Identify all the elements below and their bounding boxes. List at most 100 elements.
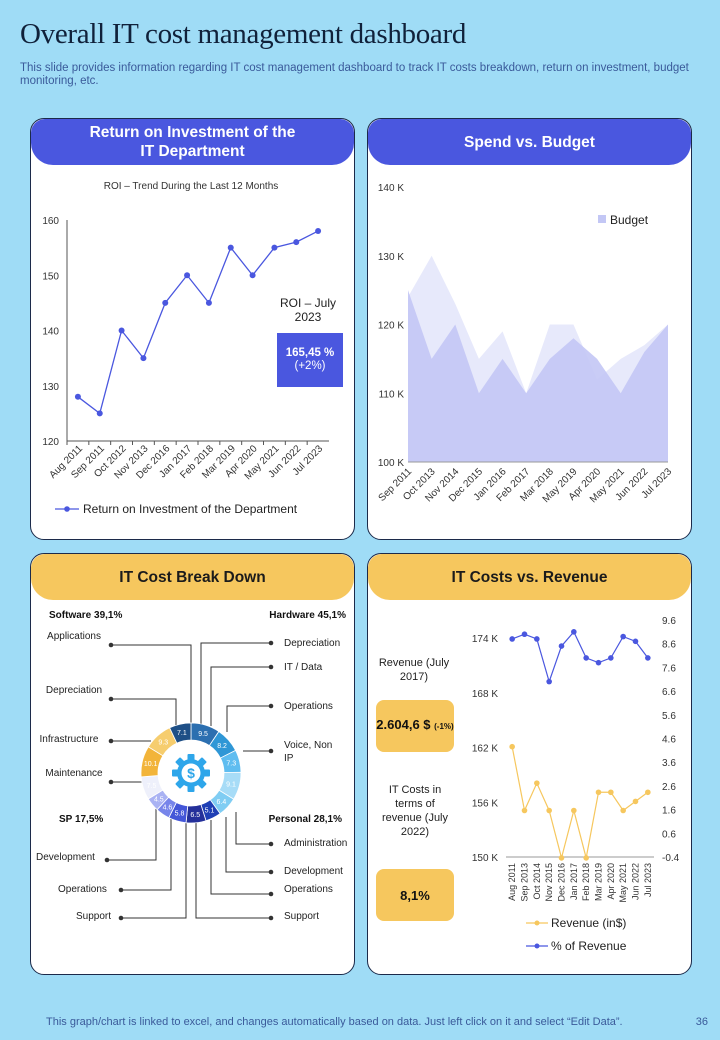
spend-y-tick: 100 K: [378, 458, 404, 469]
roi-point: [271, 244, 278, 251]
dot-sp-development: [104, 857, 110, 863]
revenue-legend-marker: [534, 920, 540, 926]
revenue-point: [521, 807, 528, 814]
ring-segment-label: 4.5: [154, 797, 164, 804]
revenue-series-line: [511, 746, 649, 861]
ring-segment-label: 6.4: [217, 799, 227, 806]
revenue-card-title: IT Costs vs. Revenue: [451, 568, 608, 586]
connector-personal-support: [195, 820, 271, 919]
hardware-item-operations: Operations: [284, 701, 333, 712]
rev-x-tick: Aug 2011: [507, 863, 517, 901]
rev-x-tick: Jan 2017: [569, 863, 579, 900]
ring-segment-label: 7.5: [147, 783, 157, 790]
pct-point: [620, 633, 626, 640]
connector-sp-operations: [121, 812, 172, 891]
breakdown-chart: Software 39,1% Hardware 45,1% SP 17,5% P…: [49, 610, 346, 921]
roi-card-header: Return on Investment of the IT Departmen…: [31, 119, 354, 165]
spend-y-tick: 120 K: [378, 321, 404, 332]
pct-point: [571, 629, 577, 635]
dot-sp-support: [118, 915, 124, 921]
roi-point: [162, 299, 169, 306]
breakdown-card-title: IT Cost Break Down: [119, 568, 266, 586]
rev-y-right-tick: 0.6: [662, 829, 676, 840]
connector-personal-operations: [210, 820, 271, 895]
ring-segment-label: 8.2: [217, 743, 227, 750]
roi-y-tick: 160: [42, 216, 59, 227]
connector-administration: [235, 812, 271, 845]
revenue-point: [608, 789, 614, 796]
roi-series-line: [77, 230, 319, 415]
spend-card-header: Spend vs. Budget: [368, 119, 691, 165]
personal-item-support: Support: [284, 911, 320, 922]
rev-y-left-tick: 162 K: [472, 744, 498, 755]
roi-chart: ROI – Trend During the Last 12 Months 12…: [42, 181, 329, 516]
breakdown-card: IT Cost Break Down Software 39,1% Hardwa…: [30, 553, 355, 975]
rev-y-right-tick: 4.6: [662, 735, 676, 746]
rev-x-tick: Mar 2019: [594, 863, 604, 901]
pct-series-line: [511, 630, 649, 684]
dot-sp-operations: [118, 887, 124, 893]
connector-applications: [111, 644, 192, 726]
dot-voice: [268, 748, 274, 754]
budget-legend-swatch: [598, 215, 606, 223]
personal-item-operations: Operations: [284, 884, 333, 895]
spend-y-tick: 140 K: [378, 183, 404, 194]
pct-point: [632, 638, 639, 645]
personal-title: Personal 28,1%: [269, 814, 342, 825]
rev-y-right-tick: 5.6: [662, 711, 676, 722]
spend-y-tick: 110 K: [379, 389, 405, 400]
pct-point: [583, 655, 589, 661]
dot-sw-depreciation: [108, 696, 114, 702]
roi-y-tick: 140: [42, 327, 59, 338]
page-subtitle: This slide provides information regardin…: [20, 62, 689, 87]
roi-point: [227, 244, 234, 251]
revenue-point: [546, 807, 552, 814]
rev-y-right-tick: 9.6: [662, 616, 676, 627]
ring-segment-label: 6.5: [190, 812, 200, 819]
dot-applications: [108, 642, 114, 648]
rev-x-tick: Jul 2023: [643, 863, 653, 897]
revenue-chart: 150 K 156 K 162 K 168 K 174 K -0.4 0.6 1.6 2.6 3…: [472, 616, 680, 953]
dot-maintenance: [108, 779, 114, 785]
software-item-depreciation: Depreciation: [45, 685, 103, 696]
revenue-kpi-title: Revenue (July 2017): [378, 657, 450, 683]
roi-callout-title: ROI – July 2023: [279, 296, 336, 324]
rev-x-tick: Nov 2015: [544, 863, 554, 902]
rev-y-left-tick: 168 K: [472, 689, 498, 700]
rev-x-tick: Oct 2014: [532, 863, 542, 900]
roi-point: [249, 272, 256, 279]
roi-point: [293, 239, 300, 246]
page-title: Overall IT cost management dashboard: [20, 18, 467, 50]
hardware-title: Hardware 45,1%: [269, 610, 346, 621]
revenue-card-header: IT Costs vs. Revenue: [368, 554, 691, 600]
rev-y-left-tick: 174 K: [472, 634, 498, 645]
sp-item-support: Support: [76, 911, 112, 922]
pct-legend-label: % of Revenue: [551, 939, 627, 953]
roi-point: [315, 228, 322, 235]
sp-item-development: Development: [36, 852, 95, 863]
connector-sp-support: [121, 818, 187, 919]
rev-x-tick: Sep 2013: [520, 863, 530, 902]
dot-administration: [268, 841, 274, 847]
pct-point: [534, 636, 540, 642]
revenue-card: IT Costs vs. Revenue Revenue (July 2017)…: [367, 553, 692, 975]
software-item-maintenance: Maintenance: [45, 768, 103, 779]
dot-it-data: [268, 664, 274, 670]
roi-y-tick: 130: [42, 382, 59, 393]
software-item-infrastructure: Infrastructure: [39, 734, 99, 745]
roi-legend-label: Return on Investment of the Department: [83, 502, 298, 516]
connector-dots: [104, 640, 274, 921]
revenue-point: [595, 789, 602, 796]
revenue-point: [632, 798, 639, 805]
dot-personal-operations: [268, 891, 274, 897]
revenue-legend-label: Revenue (in$): [551, 916, 626, 930]
roi-card: Return on Investment of the IT Departmen…: [30, 118, 355, 540]
revenue-kpi-box: 2.604,6 $ (-1%): [376, 700, 454, 752]
roi-y-tick: 150: [42, 271, 59, 282]
ring-segment-label: 10.1: [144, 761, 158, 768]
rev-y-right-tick: -0.4: [662, 853, 680, 864]
spend-card-title: Spend vs. Budget: [464, 133, 595, 151]
svg-text:$: $: [187, 765, 195, 781]
hardware-item-it-data: IT / Data: [284, 662, 323, 673]
rev-x-tick: Apr 2020: [606, 863, 616, 900]
